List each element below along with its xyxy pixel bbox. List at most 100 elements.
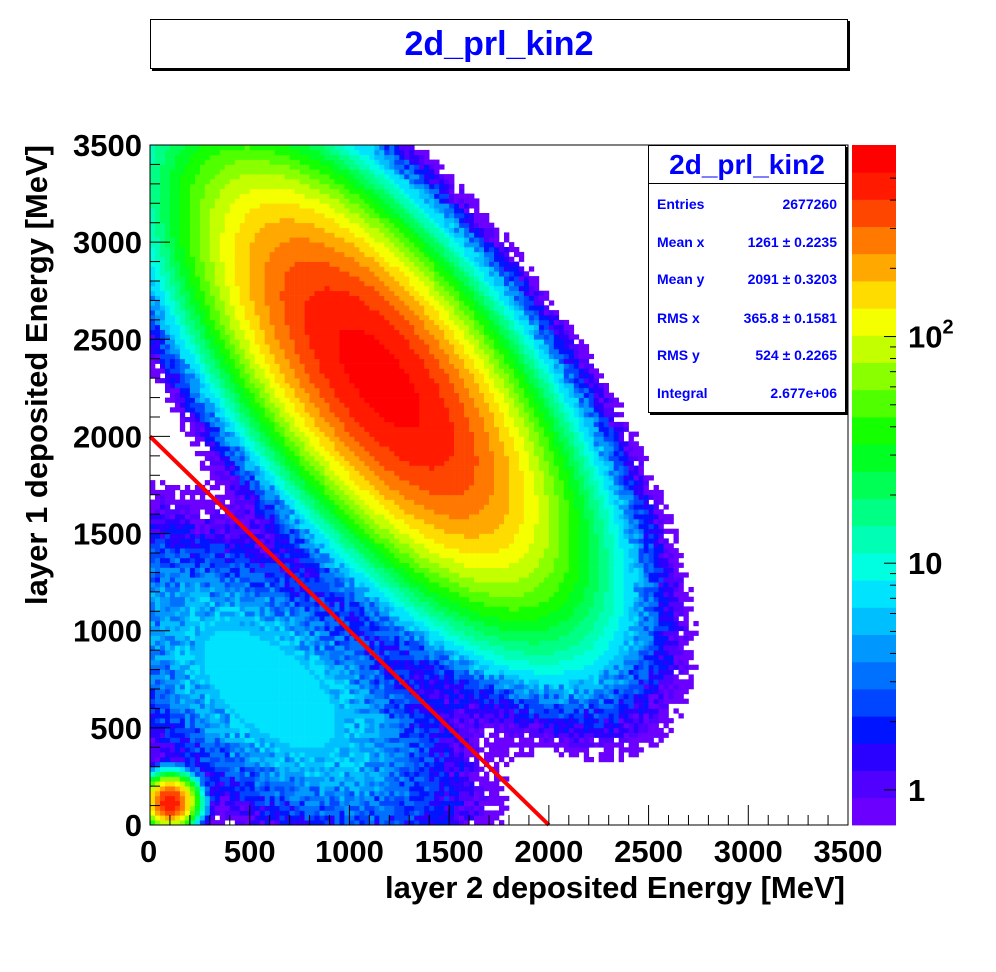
heatmap-cell [244,562,250,568]
heatmap-cell [264,339,270,345]
heatmap-cell [294,752,300,758]
heatmap-cell [249,383,255,389]
heatmap-cell [184,771,191,777]
heatmap-cell [309,465,315,471]
heatmap-cell [304,630,310,636]
heatmap-cell [150,329,156,335]
heatmap-cell [184,684,191,690]
heatmap-cell [329,397,335,403]
heatmap-cell [284,295,290,301]
heatmap-cell [204,752,211,758]
heatmap-cell [199,713,206,719]
heatmap-cell [249,737,255,743]
heatmap-cell [189,349,196,355]
heatmap-cell [219,611,226,617]
heatmap-cell [224,805,231,811]
heatmap-cell [274,577,280,583]
heatmap-cell [324,295,330,301]
heatmap-cell [169,747,176,753]
heatmap-cell [209,737,216,743]
heatmap-cell [289,664,295,670]
heatmap-cell [219,232,226,238]
heatmap-cell [150,703,156,709]
heatmap-cell [239,402,245,408]
heatmap-cell [234,261,241,267]
heatmap-cell [174,659,181,666]
heatmap-cell [214,334,221,340]
heatmap-cell [194,174,201,180]
heatmap-cell [254,805,260,811]
heatmap-cell [209,499,216,505]
heatmap-cell [214,810,221,816]
heatmap-cell [249,727,255,734]
heatmap-cell [194,285,201,292]
heatmap-cell [274,553,280,559]
heatmap-cell [314,489,320,496]
heatmap-cell [214,387,221,394]
heatmap-cell [264,315,270,321]
heatmap-cell [304,766,310,772]
heatmap-cell [239,232,245,238]
heatmap-cell [160,655,166,661]
heatmap-cell [309,562,315,568]
heatmap-cell [289,659,295,666]
heatmap-cell [155,582,161,588]
heatmap-cell [294,523,300,530]
heatmap-cell [324,339,330,345]
heatmap-cell [189,645,196,651]
heatmap-cell [239,213,245,219]
heatmap-cell [309,499,315,505]
heatmap-cell [165,664,171,670]
heatmap-cell [284,713,290,719]
heatmap-cell [209,353,216,360]
heatmap-cell [264,402,270,408]
heatmap-cell [224,183,231,190]
heatmap-cell [234,460,241,466]
heatmap-cell [319,815,325,821]
heatmap-cell [189,698,196,704]
heatmap-cell [309,179,315,185]
heatmap-cell [169,509,176,515]
heatmap-cell [199,601,206,607]
heatmap-cell [234,820,241,826]
heatmap-cell [219,455,226,462]
heatmap-cell [209,577,216,583]
heatmap-cell [194,606,201,612]
heatmap-cell [214,485,221,491]
heatmap-cell [249,222,255,228]
heatmap-cell [150,271,156,277]
heatmap-cell [209,810,216,816]
heatmap-cell [204,538,211,544]
heatmap-cell [309,708,315,714]
heatmap-cell [254,504,260,510]
heatmap-cell [194,485,201,491]
heatmap-cell [269,373,275,379]
heatmap-cell [194,499,201,505]
heatmap-cell [264,805,270,811]
heatmap-cell [160,198,166,204]
heatmap-cell [214,329,221,335]
heatmap-cell [299,562,305,568]
heatmap-cell [214,208,221,214]
heatmap-cell [234,630,241,636]
heatmap-cell [194,771,201,777]
heatmap-cell [189,635,196,641]
heatmap-cell [319,781,325,787]
heatmap-cell [314,800,320,806]
heatmap-cell [209,149,216,156]
heatmap-cell [150,791,156,797]
heatmap-cell [309,606,315,612]
heatmap-cell [289,606,295,612]
heatmap-cell [279,805,285,811]
heatmap-cell [204,353,211,360]
heatmap-cell [279,499,285,505]
heatmap-cell [234,655,241,661]
heatmap-cell [264,601,270,607]
heatmap-cell [174,266,181,272]
heatmap-cell [209,553,216,559]
heatmap-cell [204,645,211,651]
heatmap-cell [324,373,330,379]
heatmap-cell [165,591,171,598]
heatmap-cell [284,674,290,680]
heatmap-cell [329,669,335,675]
